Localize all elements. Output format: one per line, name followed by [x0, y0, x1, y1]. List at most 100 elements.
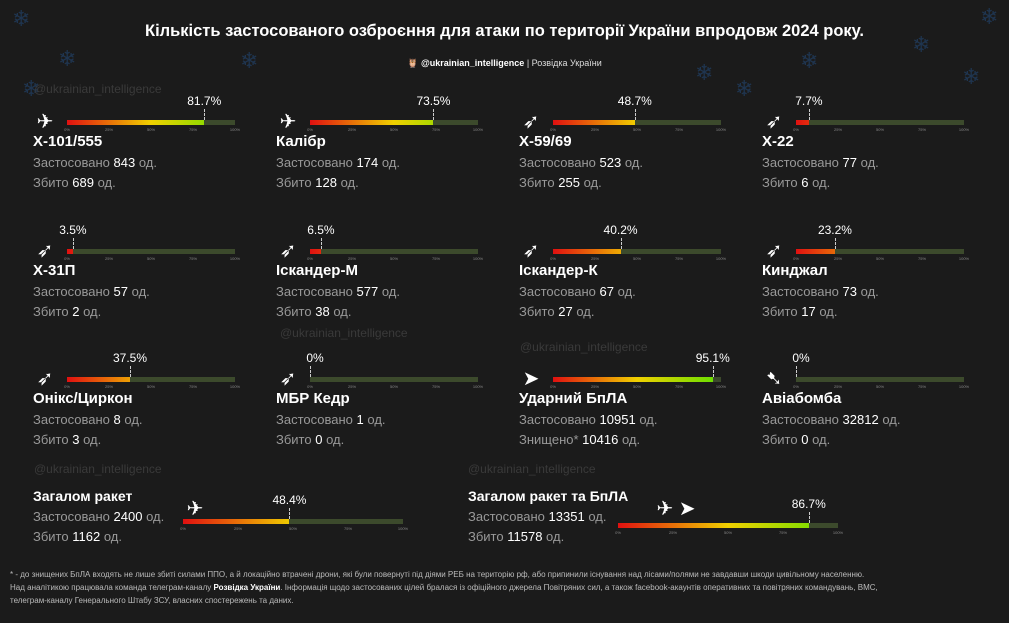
handle: @ukrainian_intelligence: [421, 58, 525, 68]
tick-label: 75%: [188, 256, 198, 261]
down-stat: Збито 128 од.: [276, 175, 359, 190]
percent-label: 23.2%: [817, 223, 852, 237]
tick-label: 0%: [307, 256, 313, 261]
tick-label: 75%: [431, 384, 441, 389]
tick-label: 100%: [397, 526, 409, 531]
progress-marker: [712, 366, 714, 377]
tick-label: 50%: [146, 256, 156, 261]
drone-icon: ➤: [522, 368, 540, 390]
tick-label: 25%: [833, 127, 843, 132]
snowflake-icon: ❄: [22, 76, 41, 101]
tick-label: 100%: [715, 384, 727, 389]
progress-marker: [204, 109, 206, 120]
down-stat: Збито 27 од.: [519, 304, 595, 319]
progress-bar: 0% 0% 25% 50% 75% 100%: [792, 351, 969, 389]
tick-label: 50%: [632, 127, 642, 132]
tick-label: 50%: [146, 384, 156, 389]
weapon-name: Іскандер-М: [276, 262, 358, 279]
weapon-name: Х-101/555: [33, 133, 103, 150]
weapon-name: Загалом ракет: [33, 488, 133, 504]
tick-label: 25%: [233, 526, 243, 531]
weapon-card: ➤ 95.1% 0% 25% 50% 75% 100% Ударний БпЛА Зас…: [519, 351, 939, 467]
progress-bar: 73.5% 0% 25% 50% 75% 100%: [307, 94, 483, 132]
percent-label: 6.5%: [307, 223, 335, 237]
tick-label: 75%: [917, 384, 927, 389]
weapon-name: Онікс/Циркон: [33, 390, 133, 407]
watermark: @ukrainian_intelligence: [34, 82, 162, 96]
tick-label: 50%: [723, 530, 733, 535]
tick-label: 25%: [833, 384, 843, 389]
weapon-name: Ударний БпЛА: [519, 390, 628, 407]
tick-label: 0%: [180, 526, 186, 531]
tick-label: 0%: [615, 530, 621, 535]
watermark: @ukrainian_intelligence: [520, 340, 648, 354]
progress-marker: [620, 238, 622, 249]
tick-label: 100%: [229, 384, 241, 389]
used-stat: Застосовано 73 од.: [762, 284, 879, 299]
weapon-card: ➶ 6.5% 0% 25% 50% 75% 100% Іскандер-М Застос…: [276, 223, 696, 339]
percent-label: 0%: [306, 351, 324, 365]
down-stat: Збито 1162 од.: [33, 529, 122, 544]
percent-label: 37.5%: [112, 351, 148, 365]
weapon-name: Авіабомба: [762, 390, 842, 407]
tick-label: 100%: [832, 530, 844, 535]
progress-marker: [834, 238, 836, 249]
watermark: @ukrainian_intelligence: [468, 462, 596, 476]
used-stat: Застосовано 57 од.: [33, 284, 150, 299]
weapon-card: ➶ 23.2% 0% 25% 50% 75% 100% Кинджал Застосов…: [762, 223, 1009, 339]
progress-bar: 40.2% 0% 25% 50% 75% 100%: [550, 223, 726, 261]
used-stat: Застосовано 577 од.: [276, 284, 401, 299]
tick-label: 100%: [958, 256, 970, 261]
progress-bar: 37.5% 0% 25% 50% 75% 100%: [64, 351, 240, 389]
snowflake-icon: ❄: [12, 6, 31, 31]
progress-bar: 0% 0% 25% 50% 75% 100%: [306, 351, 483, 389]
progress-fill: [618, 523, 809, 528]
percent-label: 7.7%: [795, 94, 823, 108]
tick-label: 0%: [64, 127, 70, 132]
progress-bar: 6.5% 0% 25% 50% 75% 100%: [307, 223, 483, 261]
cruise-missile-icon: ✈: [186, 498, 204, 520]
snowflake-icon: ❄: [962, 64, 981, 89]
weapon-name: Іскандер-К: [519, 262, 598, 279]
tick-label: 25%: [347, 256, 357, 261]
weapon-card: ✈ 81.7% 0% 25% 50% 75% 100% Х-101/555 Застос…: [33, 94, 453, 210]
missile-icon: ➶: [36, 368, 54, 390]
used-stat: Застосовано 2400 од.: [33, 509, 165, 524]
used-stat: Застосовано 174 од.: [276, 155, 401, 170]
tick-label: 50%: [875, 256, 885, 261]
weapon-name: Загалом ракет та БпЛА: [468, 488, 629, 504]
weapon-name: Х-22: [762, 133, 794, 150]
tick-label: 75%: [674, 127, 684, 132]
down-stat: Збито 0 од.: [762, 432, 831, 447]
missile-and-drone-icon: ✈ ➤: [656, 498, 696, 520]
subtitle: 🦉 @ukrainian_intelligence | Розвідка Укр…: [407, 58, 602, 68]
tick-label: 100%: [958, 384, 970, 389]
progress-marker: [433, 109, 435, 120]
tick-label: 50%: [389, 256, 399, 261]
tick-label: 0%: [64, 256, 70, 261]
progress-marker: [289, 508, 291, 519]
snowflake-icon: ❄: [980, 4, 999, 29]
snowflake-icon: ❄: [240, 48, 259, 73]
cruise-missile-icon: ✈: [36, 111, 54, 133]
percent-label: 40.2%: [603, 223, 638, 237]
weapon-name: МБР Кедр: [276, 390, 350, 407]
weapon-card: ➶ 3.5% 0% 25% 50% 75% 100% Х-31П Застосовано…: [33, 223, 453, 339]
progress-fill: [553, 120, 635, 125]
tick-label: 25%: [104, 256, 114, 261]
down-stat: Збито 0 од.: [276, 432, 345, 447]
used-stat: Застосовано 10951 од.: [519, 412, 658, 427]
total-card: ✈ 48.4% 0% 25% 50% 75% 100% Загалом ракет За…: [33, 487, 453, 597]
tick-label: 50%: [875, 127, 885, 132]
used-stat: Застосовано 13351 од.: [468, 509, 607, 524]
tick-label: 75%: [674, 256, 684, 261]
missile-icon: ➶: [765, 240, 783, 262]
progress-marker: [130, 366, 131, 377]
down-stat: Збито 255 од.: [519, 175, 602, 190]
weapon-name: Калібр: [276, 133, 326, 150]
percent-label: 48.4%: [272, 493, 307, 507]
tick-label: 100%: [472, 256, 484, 261]
weapon-card: ➶ 37.5% 0% 25% 50% 75% 100% Онікс/Циркон Зас…: [33, 351, 453, 467]
progress-fill: [67, 249, 73, 254]
progress-fill: [553, 377, 713, 382]
